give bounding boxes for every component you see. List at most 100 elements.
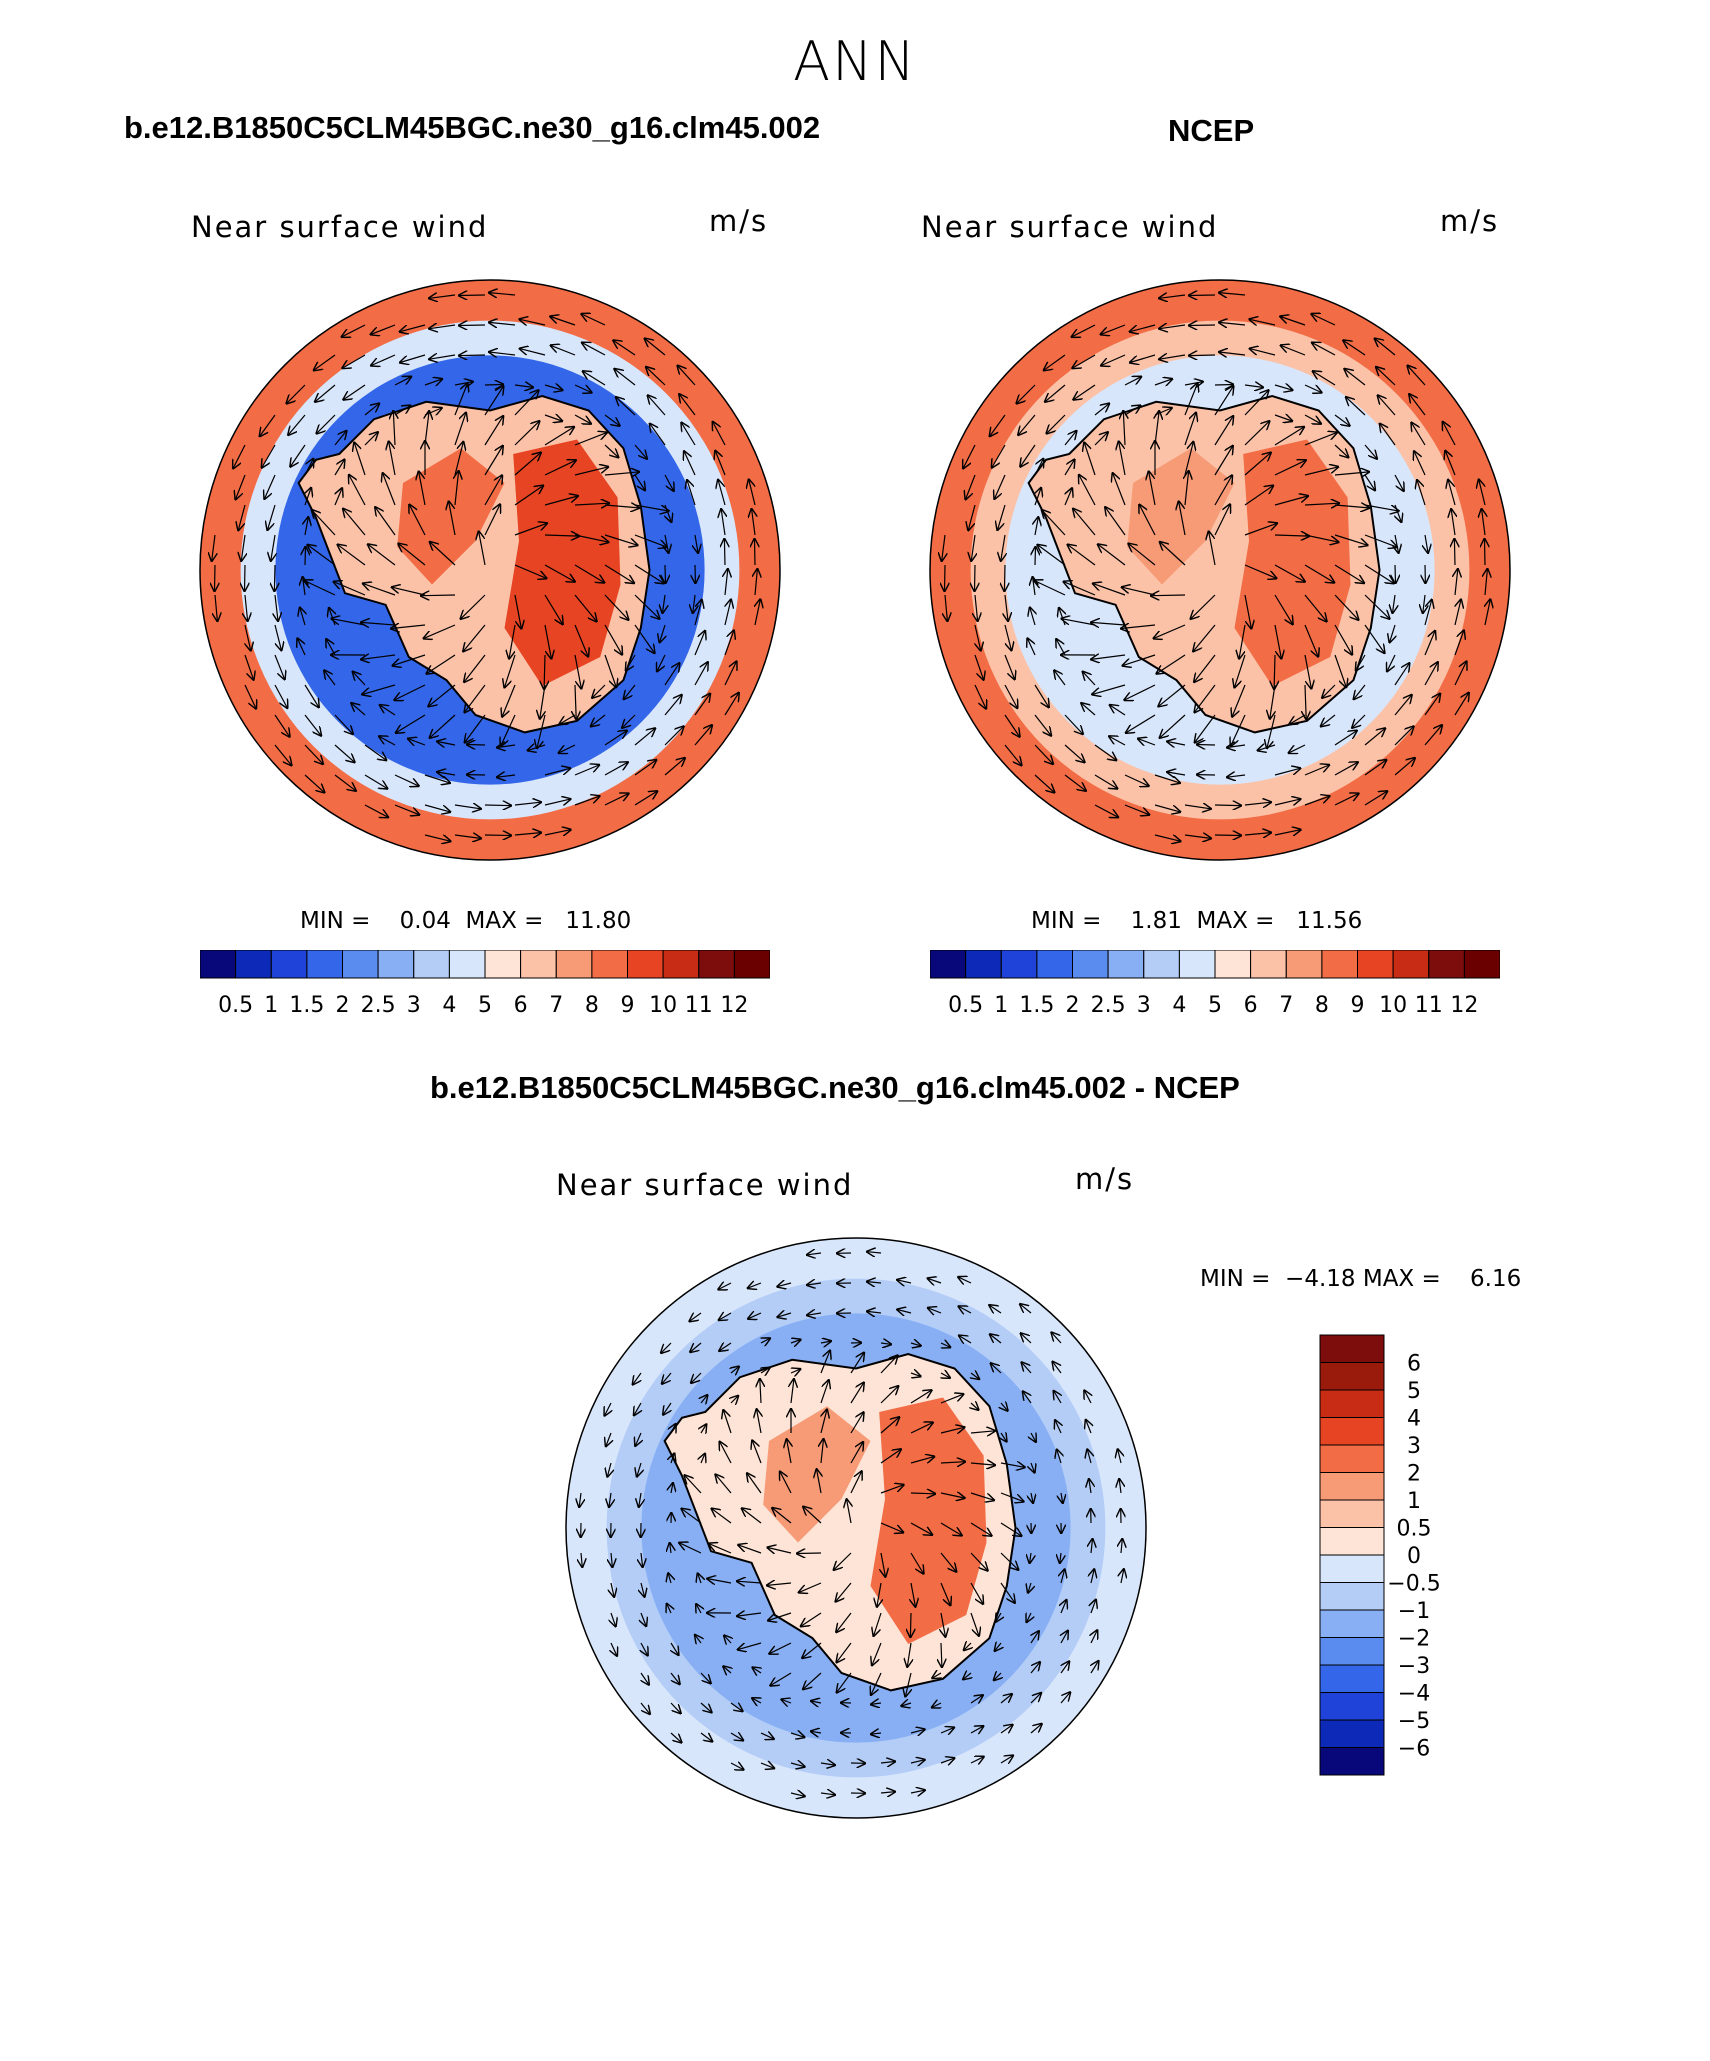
wind-vector xyxy=(725,569,728,596)
wind-vector xyxy=(245,594,248,621)
wind-vector xyxy=(768,1612,792,1621)
panel1-wind-vectors xyxy=(212,293,761,842)
wind-vector xyxy=(928,1308,942,1313)
wind-vector xyxy=(971,534,975,561)
wind-vector xyxy=(1020,1304,1032,1314)
coastline xyxy=(1027,394,1381,734)
wind-vector xyxy=(392,587,426,596)
wind-vector xyxy=(723,1410,732,1434)
wind-vector xyxy=(502,684,516,717)
map-boundary xyxy=(565,1237,1147,1819)
wind-vector xyxy=(334,582,366,596)
wind-vector xyxy=(1274,654,1275,689)
wind-vector xyxy=(1280,317,1306,326)
wind-vector xyxy=(371,324,396,334)
colorbar-tick-label: −2 xyxy=(1398,1627,1430,1652)
panel2-min-label: MIN = xyxy=(1031,908,1102,934)
wind-vector xyxy=(1004,714,1020,737)
wind-vector xyxy=(1214,385,1233,386)
wind-vector xyxy=(634,624,654,653)
wind-vector xyxy=(551,345,576,356)
wind-vector xyxy=(1274,768,1300,776)
wind-vector xyxy=(505,654,516,687)
wind-vector xyxy=(362,684,396,694)
wind-vector xyxy=(544,768,570,776)
colorbar-box xyxy=(1319,1362,1385,1391)
wind-vector xyxy=(430,542,456,566)
wind-vector xyxy=(484,476,502,506)
wind-vector xyxy=(1352,714,1366,728)
colorbar-tick-label: 8 xyxy=(1315,993,1329,1018)
wind-vector xyxy=(514,486,543,506)
wind-vector xyxy=(1274,564,1305,582)
wind-vector xyxy=(1091,655,1126,659)
wind-vector xyxy=(1394,663,1409,686)
wind-vector xyxy=(641,1612,646,1626)
wind-vector xyxy=(271,534,275,561)
wind-vector xyxy=(425,411,429,446)
wind-vector xyxy=(634,1402,641,1415)
wind-vector xyxy=(1061,1631,1068,1644)
wind-vector xyxy=(664,663,679,686)
wind-vector xyxy=(790,1793,805,1796)
wind-vector xyxy=(682,423,696,446)
wind-vector xyxy=(871,1733,882,1734)
wind-vector xyxy=(520,349,546,356)
wind-vector xyxy=(544,830,571,835)
wind-vector xyxy=(897,1280,912,1283)
wind-vector xyxy=(820,1380,829,1404)
panel1-max-label: MAX = xyxy=(465,908,544,934)
wind-vector xyxy=(679,394,696,416)
wind-vector xyxy=(1244,564,1276,578)
colorbar-tick-label: 11 xyxy=(1415,993,1443,1018)
wind-vector xyxy=(1274,427,1304,446)
wind-vector xyxy=(1122,587,1156,596)
wind-vector xyxy=(880,1343,891,1344)
wind-vector xyxy=(300,608,305,626)
wind-vector xyxy=(544,496,578,506)
wind-vector xyxy=(1364,728,1385,746)
wind-vector xyxy=(375,507,396,536)
colorbar-box xyxy=(555,950,593,979)
wind-vector xyxy=(1021,1333,1032,1344)
colorbar-tick-label: 4 xyxy=(1407,1407,1421,1432)
wind-vector xyxy=(850,1472,862,1494)
wind-vector xyxy=(1354,684,1366,699)
colorbar-box xyxy=(1319,1609,1385,1638)
wind-vector xyxy=(1364,624,1384,653)
panel2-units-label: m/s xyxy=(1440,204,1500,238)
wind-vector xyxy=(1160,542,1186,566)
wind-vector xyxy=(834,1552,852,1570)
wind-vector xyxy=(364,804,388,817)
wind-vector xyxy=(344,384,366,400)
wind-vector xyxy=(409,505,426,536)
wind-vector xyxy=(335,488,342,506)
wind-vector xyxy=(1219,322,1246,325)
wind-vector xyxy=(1195,684,1216,712)
wind-vector xyxy=(670,1543,671,1554)
wind-vector xyxy=(1159,325,1186,329)
wind-vector xyxy=(437,742,456,746)
wind-vector xyxy=(419,472,426,506)
wind-vector xyxy=(1485,600,1490,626)
wind-vector xyxy=(768,1548,792,1554)
wind-vector xyxy=(394,377,411,386)
wind-vector xyxy=(604,534,637,545)
wind-vector xyxy=(1395,534,1399,553)
colorbar-box xyxy=(1319,1664,1385,1693)
wind-vector xyxy=(368,544,396,566)
wind-vector xyxy=(1094,744,1116,760)
colorbar-box xyxy=(965,950,1002,979)
wind-vector xyxy=(1034,774,1054,792)
wind-vector xyxy=(262,444,276,468)
wind-vector xyxy=(877,1582,881,1607)
wind-vector xyxy=(757,1409,761,1434)
wind-vector xyxy=(463,624,486,651)
wind-vector xyxy=(354,443,366,476)
colorbar-box xyxy=(1319,1747,1385,1776)
wind-vector xyxy=(1027,1613,1031,1622)
wind-vector xyxy=(609,1492,611,1507)
wind-vector xyxy=(1244,385,1263,387)
wind-vector xyxy=(550,317,576,326)
wind-vector xyxy=(1270,684,1275,719)
